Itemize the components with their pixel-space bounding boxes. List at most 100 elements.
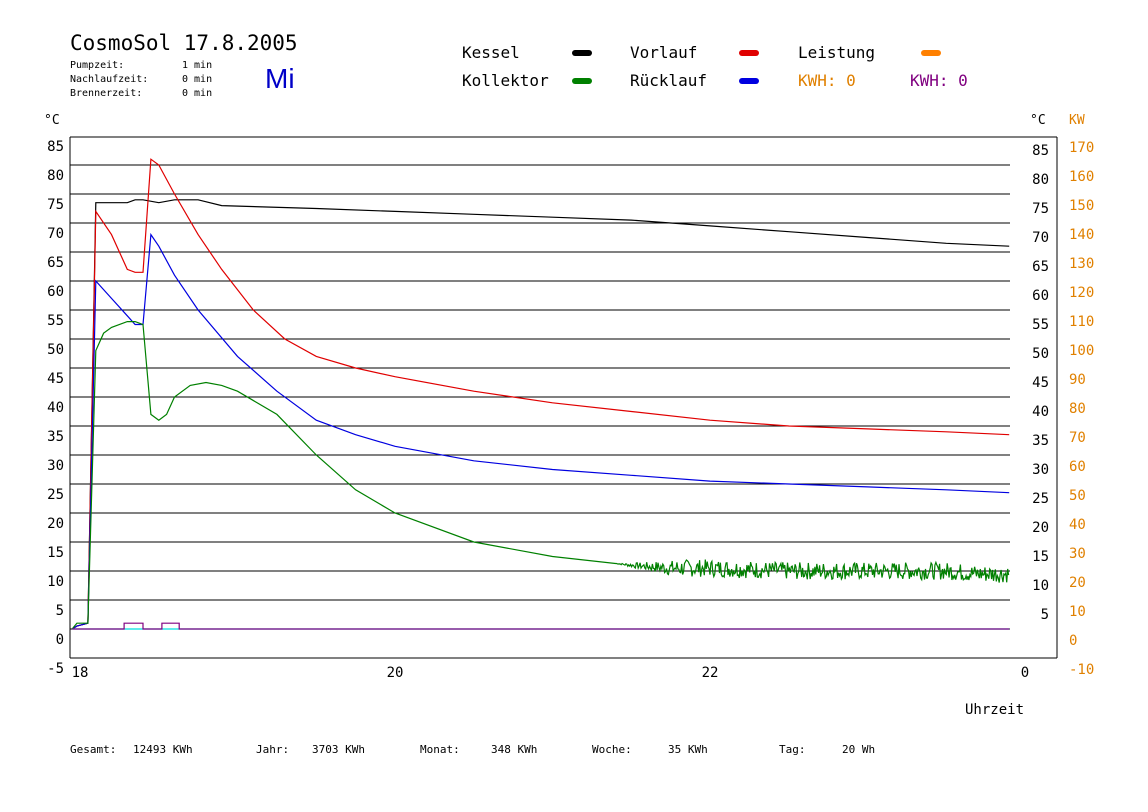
- right-tick-label: 55: [1032, 317, 1049, 333]
- right-tick-label: 70: [1032, 230, 1049, 246]
- brennerzeit-value: 0 min: [182, 88, 212, 99]
- left-tick-label: 70: [47, 226, 64, 242]
- kw-tick-label: 170: [1069, 140, 1094, 156]
- nachlaufzeit-label: Nachlaufzeit:: [70, 74, 148, 85]
- woche-label: Woche:: [592, 743, 632, 756]
- kw-tick-label: 0: [1069, 633, 1077, 649]
- right-tick-label: 75: [1032, 201, 1049, 217]
- left-tick-label: 20: [47, 516, 64, 532]
- left-tick-label: 65: [47, 255, 64, 271]
- left-tick-label: 15: [47, 545, 64, 561]
- right-tick-label: 10: [1032, 578, 1049, 594]
- monat-value: 348 KWh: [491, 743, 537, 756]
- left-tick-label: 55: [47, 313, 64, 329]
- series-line-vorlauf: [71, 158, 1010, 630]
- kw-tick-label: -10: [1069, 662, 1094, 678]
- left-tick-label: 45: [47, 371, 64, 387]
- legend: Kessel Vorlauf Leistung Kollektor Rückla…: [462, 43, 968, 90]
- series: [71, 158, 1010, 630]
- x-axis-label: Uhrzeit: [965, 702, 1024, 718]
- left-unit: °C: [44, 113, 60, 128]
- gesamt-value: 12493 KWh: [133, 743, 193, 756]
- run-times: Pumpzeit: 1 min Nachlaufzeit: 0 min Bren…: [70, 60, 212, 99]
- series-line-ruecklauf: [71, 232, 1010, 630]
- woche-value: 35 KWh: [668, 743, 708, 756]
- right-tick-label: 30: [1032, 462, 1049, 478]
- x-tick-label: 20: [387, 665, 404, 681]
- pumpzeit-value: 1 min: [182, 60, 212, 71]
- right-tick-label: 15: [1032, 549, 1049, 565]
- left-tick-label: -5: [47, 661, 64, 677]
- kw-tick-label: 60: [1069, 459, 1086, 475]
- left-tick-label: 0: [56, 632, 64, 648]
- right-tick-label: 40: [1032, 404, 1049, 420]
- left-tick-label: 60: [47, 284, 64, 300]
- kwh-orange: KWH: 0: [798, 71, 856, 90]
- x-tick-label: 18: [72, 665, 89, 681]
- tag-label: Tag:: [779, 743, 806, 756]
- right-tick-label: 45: [1032, 375, 1049, 391]
- kw-tick-label: 50: [1069, 488, 1086, 504]
- left-tick-label: 25: [47, 487, 64, 503]
- kw-tick-label: 130: [1069, 256, 1094, 272]
- right-tick-label: 35: [1032, 433, 1049, 449]
- left-tick-label: 75: [47, 197, 64, 213]
- monat-label: Monat:: [420, 743, 460, 756]
- kw-tick-label: 120: [1069, 285, 1094, 301]
- jahr-label: Jahr:: [256, 743, 289, 756]
- kw-tick-label: 100: [1069, 343, 1094, 359]
- legend-ruecklauf: Rücklauf: [630, 71, 707, 90]
- kw-tick-label: 40: [1069, 517, 1086, 533]
- kwh-purple: KWH: 0: [910, 71, 968, 90]
- kw-tick-label: 110: [1069, 314, 1094, 330]
- kw-tick-label: 90: [1069, 372, 1086, 388]
- left-tick-label: 40: [47, 400, 64, 416]
- left-tick-label: 80: [47, 168, 64, 184]
- right-tick-label: 80: [1032, 172, 1049, 188]
- kw-tick-label: 150: [1069, 198, 1094, 214]
- kw-tick-label: 80: [1069, 401, 1086, 417]
- right-axis-ticks: 85 80 75 70 65 60 55 50 45 40 35 30 25 20 15 10 5: [1032, 143, 1049, 623]
- x-tick-label: 22: [702, 665, 719, 681]
- kw-tick-label: 10: [1069, 604, 1086, 620]
- right-tick-label: 50: [1032, 346, 1049, 362]
- legend-kollektor: Kollektor: [462, 71, 549, 90]
- legend-vorlauf-swatch: [739, 50, 759, 56]
- left-tick-label: 85: [47, 139, 64, 155]
- legend-leistung-swatch: [921, 50, 941, 56]
- right-tick-label: 20: [1032, 520, 1049, 536]
- legend-ruecklauf-swatch: [739, 78, 759, 84]
- gesamt-label: Gesamt:: [70, 743, 116, 756]
- grid: [69, 136, 1058, 659]
- kw-tick-label: 160: [1069, 169, 1094, 185]
- right-tick-label: 25: [1032, 491, 1049, 507]
- right-tick-label: 60: [1032, 288, 1049, 304]
- series-line-kessel: [71, 199, 1010, 630]
- left-tick-label: 5: [56, 603, 64, 619]
- right-tick-label: 85: [1032, 143, 1049, 159]
- legend-leistung: Leistung: [798, 43, 875, 62]
- nachlaufzeit-value: 0 min: [182, 74, 212, 85]
- right-tick-label: 65: [1032, 259, 1049, 275]
- right-tick-label: 5: [1041, 607, 1049, 623]
- chart-title: CosmoSol 17.8.2005: [70, 31, 298, 55]
- jahr-value: 3703 KWh: [312, 743, 365, 756]
- tag-value: 20 Wh: [842, 743, 875, 756]
- kw-tick-label: 30: [1069, 546, 1086, 562]
- kw-tick-label: 70: [1069, 430, 1086, 446]
- x-axis-ticks: 18 20 22 0: [72, 665, 1030, 681]
- series-line-brenner: [72, 622, 1010, 630]
- brennerzeit-label: Brennerzeit:: [70, 88, 142, 99]
- x-tick-label: 0: [1021, 665, 1029, 681]
- left-tick-label: 10: [47, 574, 64, 590]
- legend-kollektor-swatch: [572, 78, 592, 84]
- legend-vorlauf: Vorlauf: [630, 43, 697, 62]
- left-tick-label: 30: [47, 458, 64, 474]
- left-tick-label: 35: [47, 429, 64, 445]
- right-unit: °C: [1030, 113, 1046, 128]
- legend-kessel-swatch: [572, 50, 592, 56]
- kw-tick-label: 20: [1069, 575, 1086, 591]
- weekday: Mi: [265, 63, 295, 94]
